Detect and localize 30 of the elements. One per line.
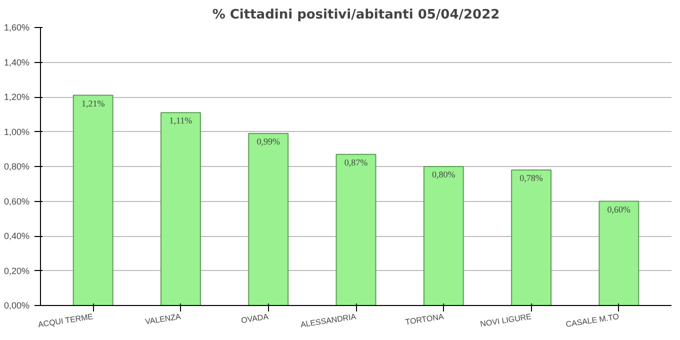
x-tick-label: CASALE M.TO xyxy=(565,312,620,329)
x-tick-label: NOVI LIGURE xyxy=(480,312,532,329)
bar xyxy=(248,132,289,306)
data-label: 0,78% xyxy=(520,172,544,183)
data-label: 1,11% xyxy=(169,116,193,126)
bar xyxy=(511,169,552,306)
bar xyxy=(598,200,640,306)
data-label: 1,21% xyxy=(81,98,106,108)
y-tick-label: 0,60% xyxy=(4,196,30,206)
chart-title: % Cittadini positivi/abitanti 05/04/2022 xyxy=(212,8,500,22)
y-tick-label: 1,60% xyxy=(4,22,30,32)
y-tick-label: 0,00% xyxy=(4,300,30,310)
data-label: 0,87% xyxy=(344,157,368,168)
x-tick-label: TORTONA xyxy=(404,312,445,327)
x-tick-label: OVADA xyxy=(240,312,270,326)
y-tick-label: 1,20% xyxy=(4,92,30,102)
bar xyxy=(336,154,376,306)
bar xyxy=(72,94,114,306)
bar xyxy=(423,166,464,306)
y-tick-label: 0,20% xyxy=(4,266,30,276)
data-label: 0,99% xyxy=(256,136,280,146)
data-label: 0,80% xyxy=(432,170,456,180)
y-tick-label: 0,80% xyxy=(4,162,30,172)
x-tick-label: VALENZA xyxy=(144,312,182,326)
data-label: 0,60% xyxy=(607,204,632,214)
bar xyxy=(160,112,201,306)
y-tick-label: 0,40% xyxy=(4,231,30,241)
y-tick-label: 1,00% xyxy=(4,126,30,137)
y-tick-label: 1,40% xyxy=(4,57,30,68)
x-tick-label: ACQUI TERME xyxy=(37,312,94,330)
